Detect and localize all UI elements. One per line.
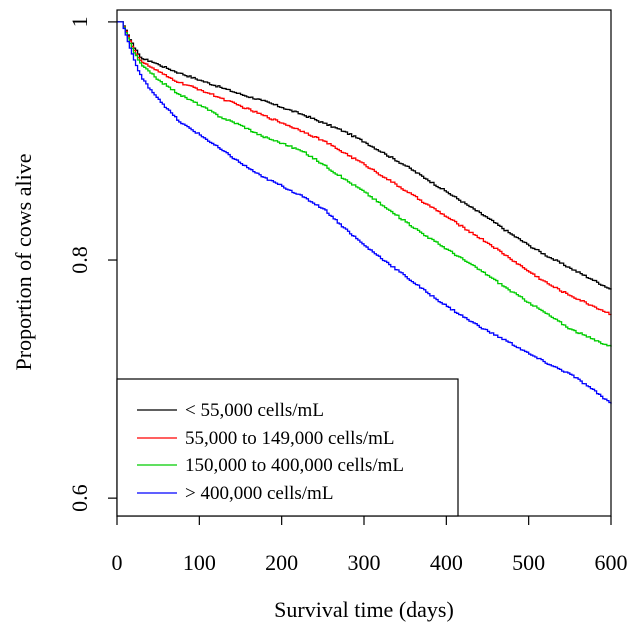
series-line-1 <box>117 21 612 316</box>
x-tick-label-4: 400 <box>430 550 463 575</box>
y-tick-label-2: 1 <box>67 16 92 27</box>
x-tick-label-3: 300 <box>348 550 381 575</box>
x-axis-label: Survival time (days) <box>274 597 454 622</box>
x-axis: 0 100 200 300 400 500 600 <box>112 516 628 575</box>
series-line-0 <box>117 21 612 290</box>
legend-label-0: < 55,000 cells/mL <box>185 400 324 421</box>
legend-label-2: 150,000 to 400,000 cells/mL <box>185 455 404 476</box>
x-tick-label-2: 200 <box>265 550 298 575</box>
legend: < 55,000 cells/mL 55,000 to 149,000 cells… <box>116 378 459 517</box>
x-tick-label-6: 600 <box>595 550 628 575</box>
x-tick-label-5: 500 <box>512 550 545 575</box>
series-line-2 <box>117 21 612 347</box>
series-line-3 <box>117 21 612 405</box>
x-tick-label-1: 100 <box>183 550 216 575</box>
y-tick-label-1: 0.8 <box>67 246 92 274</box>
series-layer <box>117 21 612 405</box>
y-axis-label: Proportion of cows alive <box>11 154 36 371</box>
y-axis: 0.6 0.8 1 <box>67 16 117 512</box>
legend-label-1: 55,000 to 149,000 cells/mL <box>185 428 395 449</box>
y-tick-label-0: 0.6 <box>67 484 92 512</box>
legend-label-3: > 400,000 cells/mL <box>185 483 333 504</box>
x-tick-label-0: 0 <box>112 550 123 575</box>
